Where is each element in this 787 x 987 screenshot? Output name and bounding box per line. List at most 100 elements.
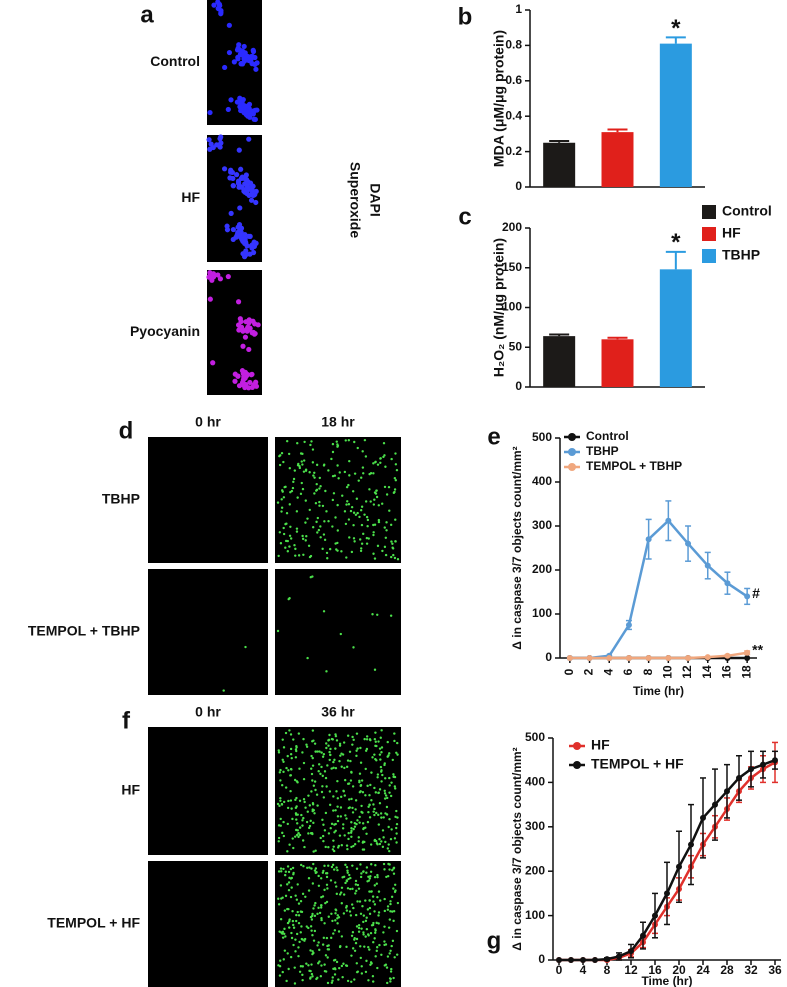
cell <box>391 758 394 762</box>
cell <box>367 537 370 540</box>
cell <box>331 848 335 851</box>
cell <box>366 820 370 824</box>
row-label: TEMPOL + TBHP <box>28 623 140 639</box>
cell <box>394 518 397 521</box>
x-tick-label: 4 <box>601 668 615 675</box>
cell <box>389 902 392 906</box>
cell <box>343 794 347 797</box>
cell <box>377 823 381 826</box>
cell <box>337 978 340 981</box>
cell <box>389 794 393 798</box>
cell <box>362 914 366 917</box>
cell <box>292 943 295 947</box>
cell <box>389 970 393 973</box>
cell <box>304 539 307 542</box>
cell <box>289 867 293 871</box>
cell <box>330 981 334 984</box>
cell <box>228 97 234 103</box>
cell <box>385 813 389 816</box>
cell <box>293 544 296 547</box>
point <box>760 761 766 768</box>
cell <box>313 476 316 479</box>
cell <box>309 925 313 928</box>
cell <box>323 770 327 773</box>
cell <box>364 899 367 902</box>
cell <box>245 109 252 115</box>
cell <box>333 868 336 871</box>
cell <box>253 199 259 206</box>
cell <box>322 869 325 873</box>
cell <box>336 779 339 783</box>
cell <box>287 452 291 456</box>
cell <box>295 919 298 923</box>
x-tick-label: 14 <box>700 665 714 679</box>
cell <box>351 887 354 891</box>
cell <box>310 918 314 921</box>
cell <box>300 937 303 941</box>
cell <box>386 908 390 911</box>
cell <box>354 883 358 886</box>
cell <box>321 871 325 874</box>
cell <box>373 786 376 790</box>
cell <box>345 503 348 506</box>
cell <box>388 977 392 980</box>
cell <box>311 882 315 885</box>
cell <box>276 629 280 633</box>
cell <box>380 751 383 754</box>
cell <box>386 955 390 958</box>
cell <box>354 913 358 917</box>
cell <box>381 549 384 553</box>
cell <box>236 221 243 228</box>
cell <box>311 461 315 464</box>
cell <box>347 837 350 841</box>
cell <box>353 978 356 981</box>
cell <box>314 788 317 792</box>
cell <box>368 793 371 797</box>
cell <box>349 509 353 513</box>
y-tick-label: 300 <box>532 518 552 532</box>
cell <box>336 503 339 507</box>
cell <box>369 783 372 787</box>
cell <box>385 966 389 969</box>
legend-label: Control <box>722 203 772 219</box>
cell <box>287 799 290 803</box>
cell <box>305 535 308 538</box>
cell <box>352 844 355 848</box>
cell <box>348 536 351 539</box>
cell <box>283 949 287 952</box>
cell <box>309 977 312 980</box>
cell <box>358 772 362 775</box>
cell <box>243 319 249 325</box>
cell <box>237 205 243 211</box>
annotation: ** <box>752 641 763 657</box>
point <box>625 622 632 628</box>
cell <box>373 910 376 913</box>
cell <box>293 982 297 985</box>
cell <box>307 826 311 830</box>
cell <box>301 463 304 466</box>
cell <box>327 469 330 472</box>
cell <box>361 841 365 844</box>
cell <box>372 552 375 555</box>
cell <box>232 378 238 384</box>
cell <box>279 779 282 782</box>
cell <box>297 832 300 835</box>
row-label: Control <box>150 53 200 69</box>
micrograph <box>275 569 401 695</box>
point <box>580 957 586 963</box>
cell <box>240 377 246 383</box>
y-axis-label: Δ in caspase 3/7 objects count/mm² <box>510 747 524 950</box>
cell <box>351 806 354 810</box>
cell <box>393 556 397 560</box>
cell <box>297 902 301 905</box>
cell <box>297 946 300 949</box>
cell <box>385 521 388 524</box>
cell <box>286 952 289 955</box>
point <box>724 788 730 795</box>
cell <box>377 740 380 743</box>
cell <box>358 515 361 519</box>
cell <box>325 746 328 750</box>
cell <box>339 754 342 757</box>
cell <box>307 877 311 880</box>
